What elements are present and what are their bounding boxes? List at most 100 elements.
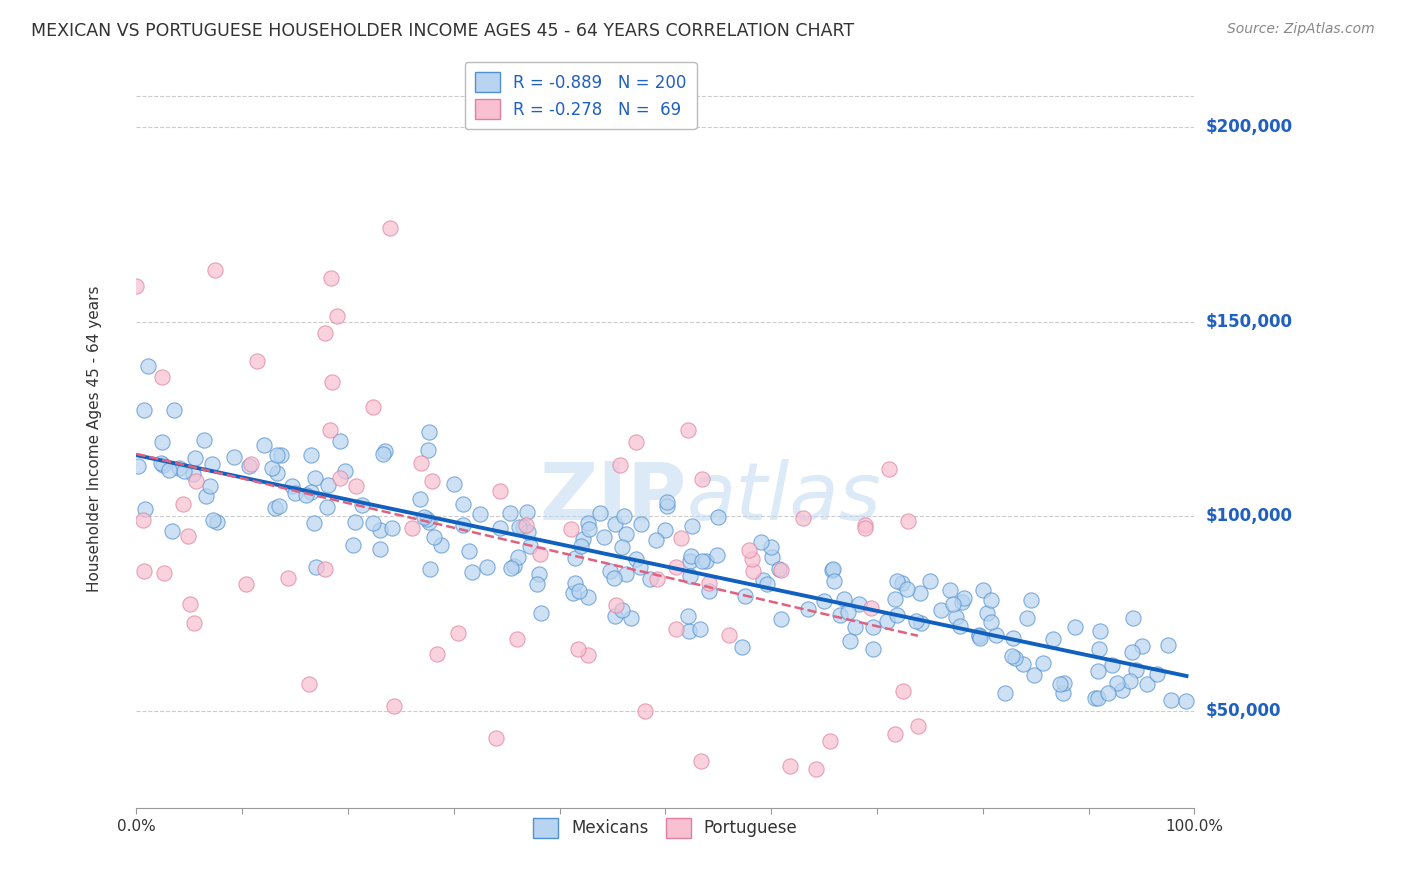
Point [1032,656,1054,670]
Point [412,510,434,524]
Point [304,516,326,531]
Point [980,615,1002,630]
Point [678,624,700,639]
Point [298,677,321,691]
Point [201,513,224,527]
Text: $100,000: $100,000 [1205,508,1292,525]
Point [172,498,194,512]
Point [264,501,287,516]
Point [519,539,541,553]
Point [517,525,540,540]
Point [1088,624,1111,638]
Point [886,574,908,588]
Point [361,400,384,414]
Point [779,759,801,773]
Point [562,585,585,599]
Point [741,552,763,566]
Point [368,541,391,556]
Point [419,562,441,576]
Point [761,549,783,564]
Point [567,641,589,656]
Point [568,583,591,598]
Point [624,551,647,566]
Point [706,548,728,562]
Point [270,448,292,462]
Point [443,477,465,491]
Point [316,500,339,514]
Point [382,699,405,714]
Point [451,498,474,512]
Point [905,614,928,628]
Point [1052,686,1074,700]
Point [657,495,679,509]
Point [690,472,713,486]
Point [578,522,600,536]
Point [697,583,720,598]
Point [304,471,326,485]
Point [423,530,446,544]
Point [599,564,621,578]
Point [695,554,717,568]
Point [260,460,283,475]
Point [697,575,720,590]
Point [1125,664,1147,678]
Point [738,542,761,557]
Point [1175,694,1198,708]
Point [655,499,678,513]
Point [644,533,666,547]
Point [891,683,914,698]
Point [678,569,700,583]
Point [945,609,967,624]
Text: ZIP: ZIP [540,458,686,537]
Point [277,571,299,585]
Point [418,515,440,529]
Point [1097,686,1119,700]
Point [193,433,215,447]
Point [768,561,790,575]
Point [731,640,754,655]
Point [602,571,624,585]
Point [1111,683,1133,698]
Point [630,516,652,531]
Point [475,559,498,574]
Point [665,622,688,636]
Point [235,577,257,591]
Legend: Mexicans, Portuguese: Mexicans, Portuguese [526,811,804,845]
Point [267,500,290,514]
Point [420,474,443,488]
Point [796,602,818,616]
Point [150,369,173,384]
Point [967,628,990,642]
Text: Householder Income Ages 45 - 64 years: Householder Income Ages 45 - 64 years [87,285,101,591]
Point [613,508,636,523]
Point [676,423,699,437]
Point [149,456,172,470]
Point [204,263,226,277]
Point [676,609,699,624]
Point [707,510,730,524]
Point [179,597,201,611]
Point [610,540,633,554]
Point [860,601,883,615]
Point [969,630,991,644]
Point [564,576,586,591]
Point [883,727,905,741]
Point [371,446,394,460]
Point [844,620,866,634]
Point [564,550,586,565]
Point [506,549,529,564]
Point [980,593,1002,607]
Point [1053,676,1076,690]
Point [516,505,538,519]
Point [198,479,221,493]
Point [363,516,385,530]
Point [186,474,208,488]
Point [314,326,336,340]
Point [485,731,508,746]
Point [508,520,530,534]
Point [489,483,512,498]
Point [605,609,627,624]
Point [152,458,174,473]
Point [157,463,180,477]
Point [689,623,711,637]
